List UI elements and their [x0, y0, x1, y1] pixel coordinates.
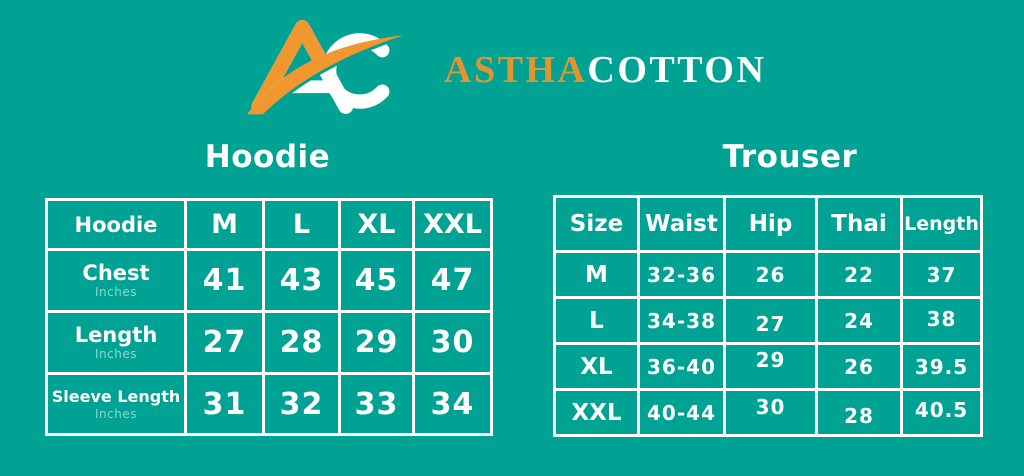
trouser-value-cell: 26	[815, 342, 903, 391]
hoodie-header-size-xl: XL	[338, 198, 415, 251]
trouser-row-l: L 34-38 27 24 38	[553, 296, 983, 345]
logo-swoosh-shape	[247, 35, 404, 115]
unit-label: Inches	[95, 347, 137, 361]
hoodie-row-chest: Chest Inches 41 43 45 47	[45, 248, 493, 313]
trouser-header-hip: Hip	[723, 195, 818, 253]
hoodie-value-cell: 29	[338, 310, 415, 375]
trouser-value-cell: 22	[815, 250, 903, 299]
trouser-header-waist: Waist	[637, 195, 726, 253]
trouser-value-cell: 32-36	[637, 250, 726, 299]
hoodie-section-title: Hoodie	[204, 139, 331, 175]
trouser-row-xxl: XXL 40-44 30 28 40.5	[553, 388, 983, 437]
trouser-value-cell: 40-44	[637, 388, 726, 437]
trouser-row-xl: XL 36-40 29 26 39.5	[553, 342, 983, 391]
trouser-value-cell: 37	[900, 250, 983, 299]
hoodie-value-cell: 33	[338, 372, 415, 436]
hoodie-value-cell: 45	[338, 248, 415, 313]
trouser-size-label: XXL	[553, 388, 640, 437]
hoodie-value-cell: 31	[184, 372, 265, 436]
hoodie-value-cell: 34	[412, 372, 493, 436]
hoodie-value-cell: 30	[412, 310, 493, 375]
trouser-size-table: Size Waist Hip Thai Length M 32-36 26 22…	[553, 195, 983, 437]
trouser-value-cell: 38	[900, 296, 983, 345]
hoodie-header-cell: Hoodie	[45, 198, 187, 251]
hoodie-header-size-l: L	[262, 198, 341, 251]
trouser-section-title: Trouser	[722, 139, 858, 175]
logo-letter-c-white	[322, 33, 390, 109]
trouser-size-label: XL	[553, 342, 640, 391]
hoodie-value-cell: 27	[184, 310, 265, 375]
brand-wordmark: ASTHACOTTON	[444, 50, 766, 90]
trouser-header-thai: Thai	[815, 195, 903, 253]
brand-name-cotton: COTTON	[587, 49, 767, 91]
hoodie-header-row: Hoodie M L XL XXL	[45, 198, 493, 251]
hoodie-row-length: Length Inches 27 28 29 30	[45, 310, 493, 375]
trouser-header-length: Length	[900, 195, 983, 253]
ac-monogram-swoosh-icon	[247, 20, 404, 115]
hoodie-row-label: Chest Inches	[45, 248, 187, 313]
hoodie-value-cell: 43	[262, 248, 341, 313]
trouser-value-cell: 34-38	[637, 296, 726, 345]
trouser-value-cell: 27	[723, 296, 818, 345]
trouser-value-cell: 30	[723, 388, 818, 437]
hoodie-value-cell: 47	[412, 248, 493, 313]
hoodie-value-cell: 41	[184, 248, 265, 313]
hoodie-header-size-m: M	[184, 198, 265, 251]
trouser-value-cell: 26	[723, 250, 818, 299]
trouser-header-row: Size Waist Hip Thai Length	[553, 195, 983, 253]
hoodie-header-size-xxl: XXL	[412, 198, 493, 251]
hoodie-row-label: Sleeve Length Inches	[45, 372, 187, 436]
hoodie-row-label: Length Inches	[45, 310, 187, 375]
hoodie-size-table: Hoodie M L XL XXL Chest Inches 41 43 45 …	[45, 198, 493, 436]
logo-swoosh-gap	[260, 32, 404, 115]
hoodie-row-sleeve-length: Sleeve Length Inches 31 32 33 34	[45, 372, 493, 436]
trouser-size-label: M	[553, 250, 640, 299]
hoodie-value-cell: 32	[262, 372, 341, 436]
trouser-value-cell: 24	[815, 296, 903, 345]
hoodie-value-cell: 28	[262, 310, 341, 375]
unit-label: Inches	[95, 406, 137, 421]
brand-name-astha: ASTHA	[444, 49, 588, 91]
trouser-value-cell: 39.5	[900, 342, 983, 391]
trouser-value-cell: 40.5	[900, 388, 983, 437]
trouser-value-cell: 36-40	[637, 342, 726, 391]
trouser-value-cell: 28	[815, 388, 903, 437]
trouser-header-size: Size	[553, 195, 640, 253]
trouser-value-cell: 29	[723, 342, 818, 391]
trouser-size-label: L	[553, 296, 640, 345]
trouser-row-m: M 32-36 26 22 37	[553, 250, 983, 299]
unit-label: Inches	[95, 285, 137, 299]
